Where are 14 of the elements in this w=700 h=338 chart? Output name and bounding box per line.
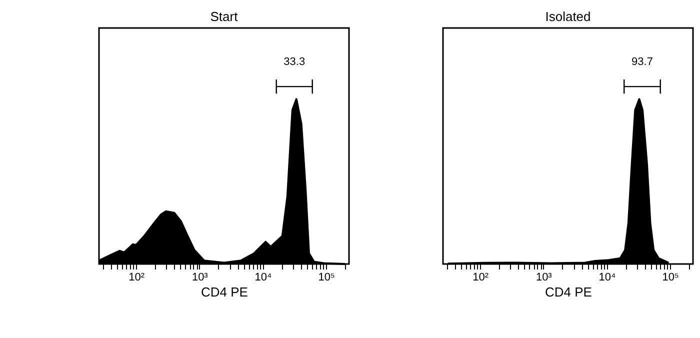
x-tick-label: 10⁵	[662, 272, 679, 284]
chart-title: Isolated	[545, 9, 591, 24]
x-tick-label: 10³	[536, 272, 552, 284]
x-tick-label: 10⁵	[318, 272, 335, 284]
x-tick-label: 10²	[472, 272, 489, 284]
x-tick-label: 10³	[192, 272, 208, 284]
text: 33.3	[284, 56, 306, 68]
text: 93.7	[632, 56, 653, 68]
x-tick-label: 10²	[128, 272, 145, 284]
x-axis-title: CD4 PE	[201, 284, 248, 300]
x-tick-label: 10⁴	[254, 272, 272, 284]
chart-title: Start	[210, 9, 238, 24]
x-tick-label: 10⁴	[598, 272, 616, 284]
x-axis-title: CD4 PE	[545, 284, 592, 300]
